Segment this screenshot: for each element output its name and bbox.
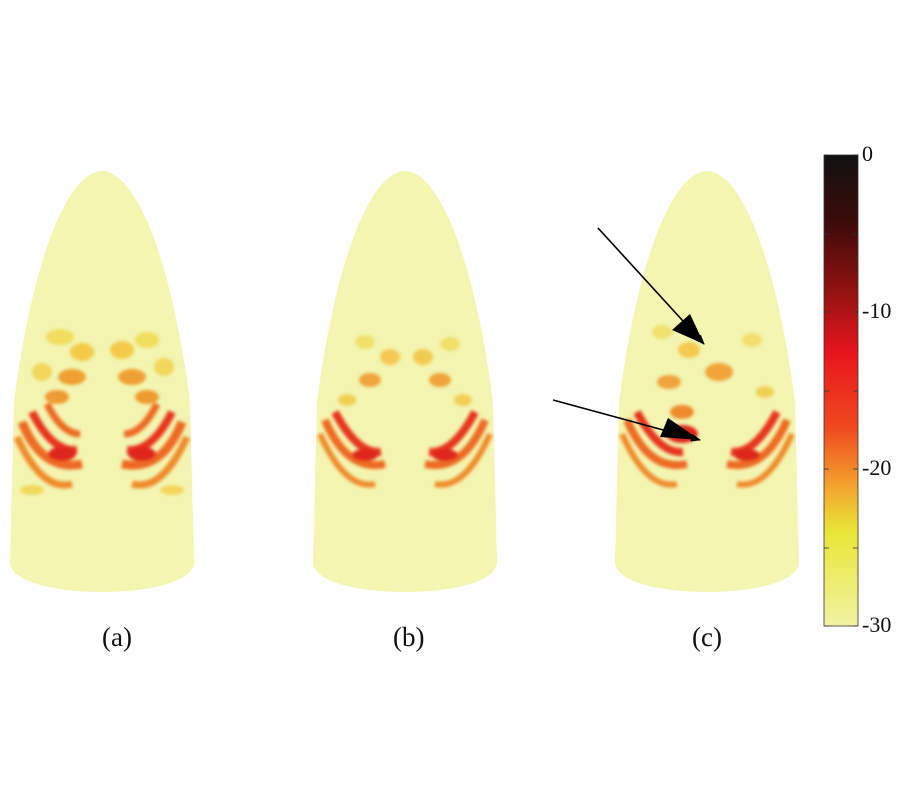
colorbar-tick-label-0: 0: [862, 141, 873, 166]
panel-b-body: [313, 171, 497, 592]
arrowhead-upper: [672, 314, 704, 344]
colorbar-tick-label-minus10: -10: [862, 298, 892, 323]
panel-label-a: (a): [102, 622, 132, 652]
panel-label-c: (c): [692, 622, 722, 652]
colorbar: [823, 154, 859, 627]
panel-c-body: [615, 171, 799, 592]
colorbar-ticks: [824, 154, 858, 627]
colorbar-tick-label-minus20: -20: [862, 455, 892, 480]
colorbar-tick-label-minus30: -30: [862, 612, 892, 637]
panel-label-b: (b): [393, 622, 425, 652]
arrowhead-lower: [660, 418, 700, 440]
panel-a-body: [10, 171, 194, 592]
